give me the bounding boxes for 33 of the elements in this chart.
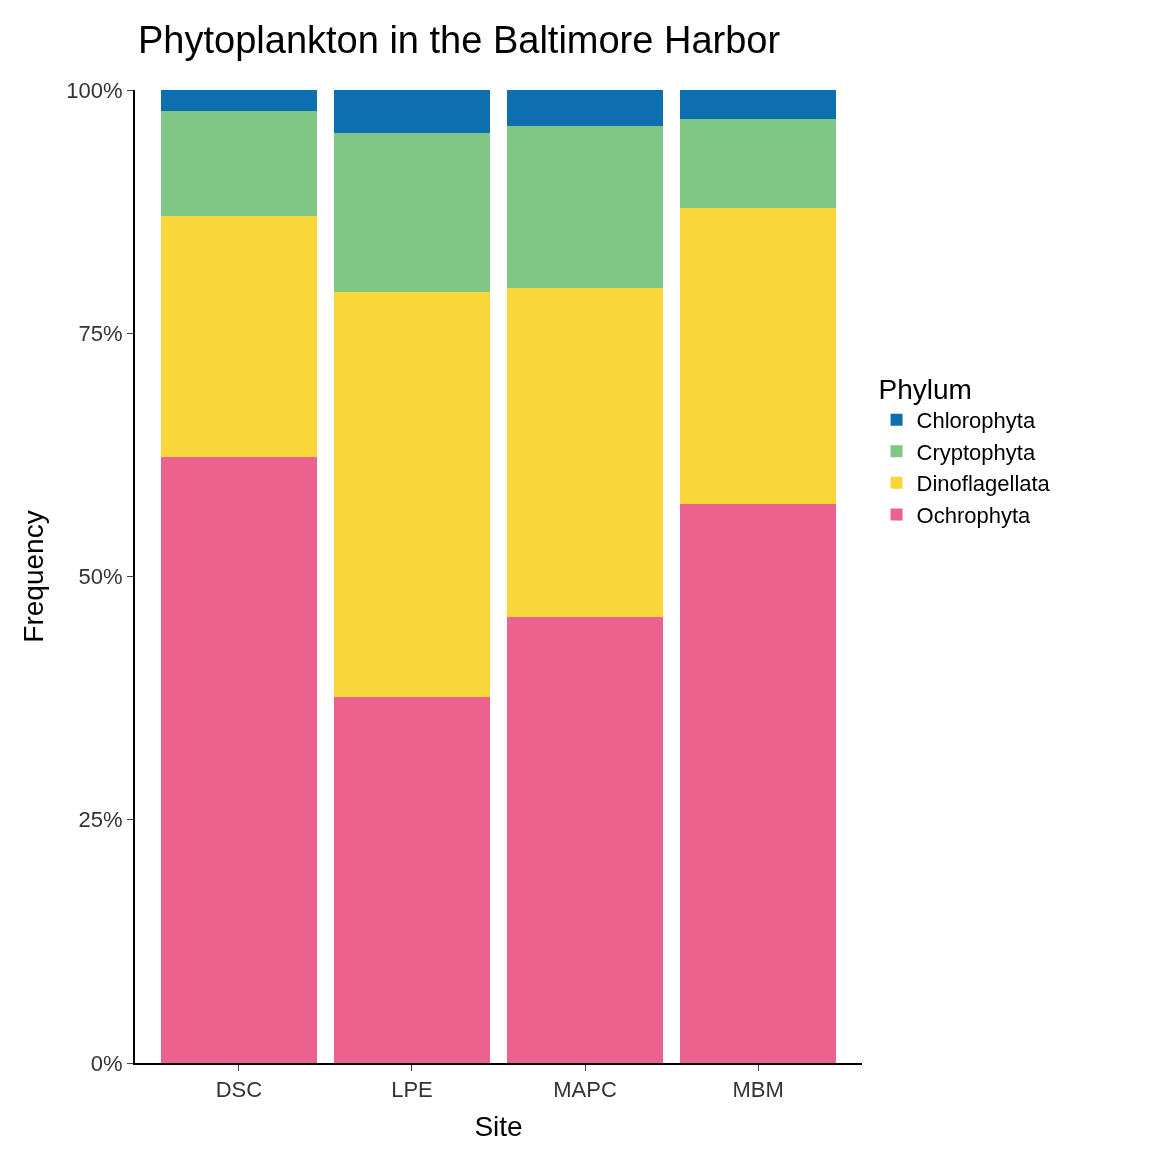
bar: [507, 90, 663, 126]
bar: [334, 292, 490, 698]
y-tick-label: 75%: [78, 320, 123, 346]
bar: [160, 456, 317, 1063]
bar: [334, 90, 490, 133]
legend-label: Cryptophyta: [916, 439, 1036, 465]
x-tick-label: MBM: [732, 1077, 784, 1103]
legend-label: Dinoflagellata: [916, 471, 1051, 497]
x-axis-title: Site: [474, 1111, 523, 1142]
bar: [160, 111, 317, 216]
bar: [680, 503, 837, 1063]
bar: [680, 207, 837, 504]
bar: [160, 90, 317, 112]
chart-title: Phytoplankton in the Baltimore Harbor: [138, 19, 781, 62]
x-tick-label: DSC: [215, 1077, 263, 1103]
y-tick-label: 50%: [78, 564, 123, 590]
legend-title: Phylum: [878, 373, 972, 405]
legend-label: Chlorophyta: [916, 408, 1036, 434]
bar: [680, 119, 837, 208]
bar: [680, 90, 837, 120]
bar: [160, 215, 317, 457]
bar: [334, 697, 490, 1063]
y-axis-title: Frequency: [17, 510, 49, 643]
bar: [507, 617, 663, 1063]
bar: [334, 132, 490, 293]
y-tick-label: 25%: [78, 807, 123, 833]
x-tick-label: MAPC: [553, 1077, 617, 1103]
legend-label: Ochrophyta: [916, 503, 1032, 529]
bar: [507, 287, 663, 618]
bar: [507, 126, 663, 288]
x-tick-label: LPE: [391, 1077, 433, 1103]
y-tick-label: 100%: [66, 77, 123, 103]
y-tick-label: 0%: [90, 1050, 123, 1076]
